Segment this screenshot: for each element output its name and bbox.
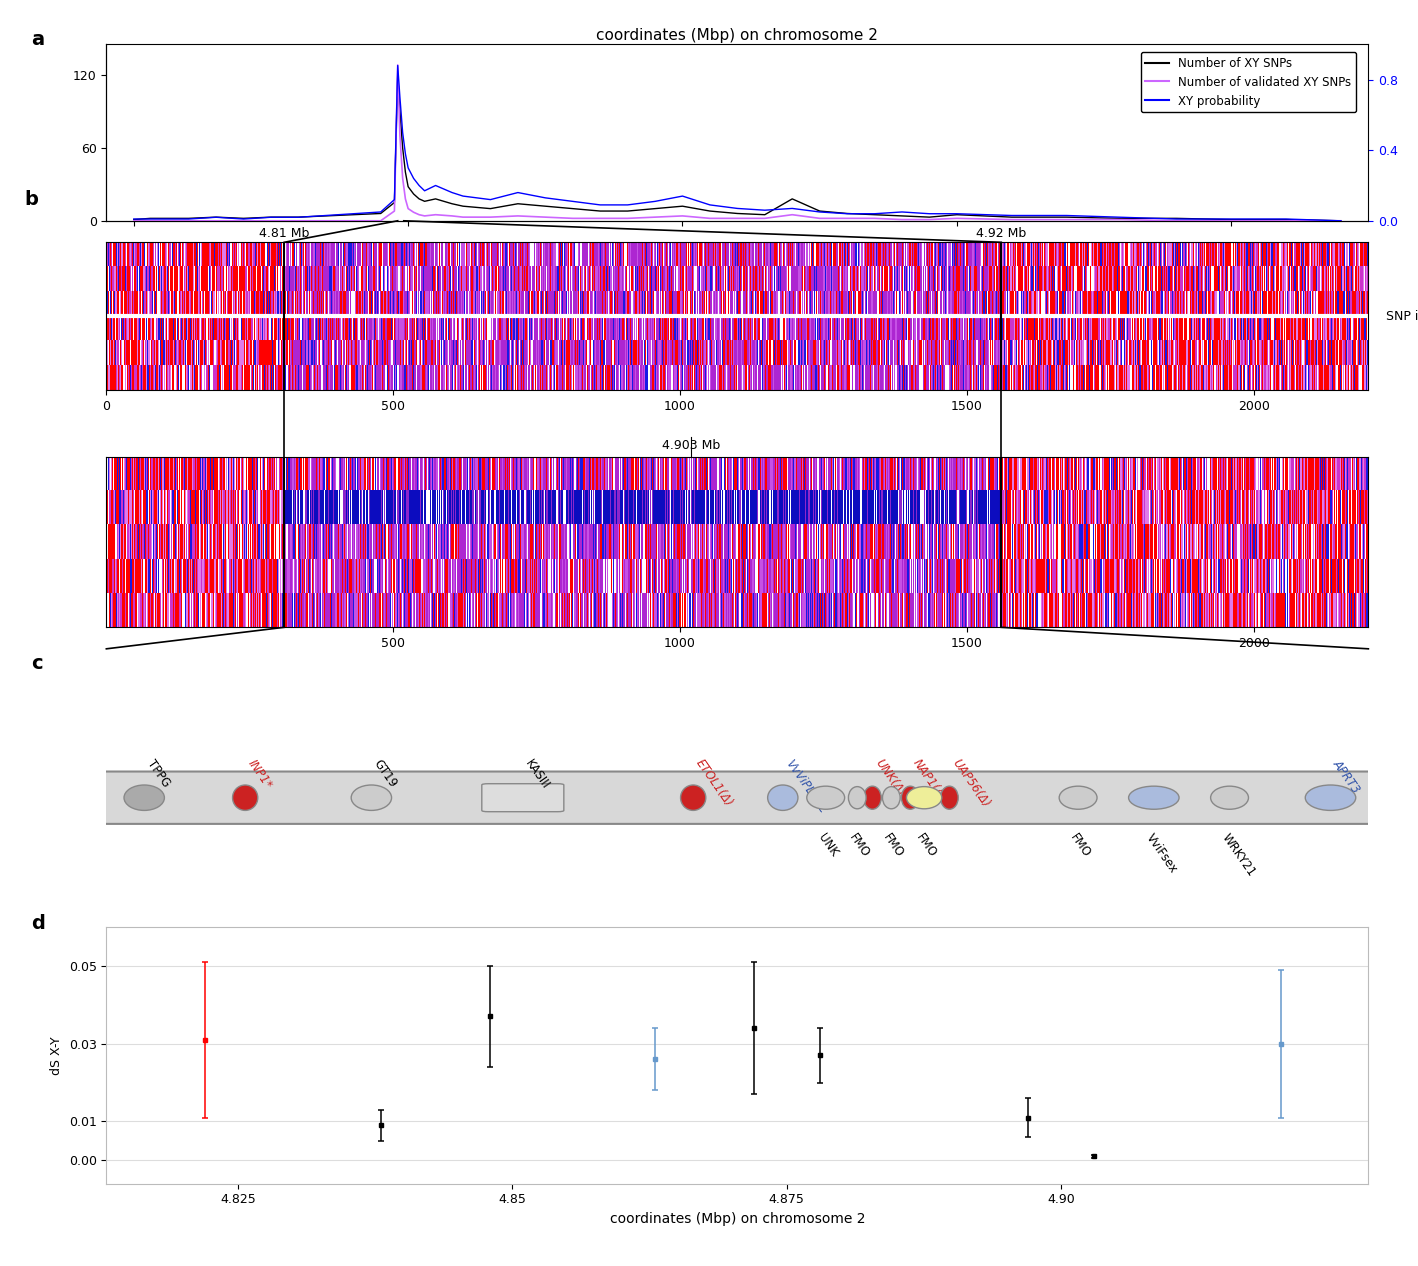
Ellipse shape [902, 786, 919, 809]
Text: VviFsex: VviFsex [1143, 830, 1180, 876]
Ellipse shape [848, 786, 866, 809]
Text: 4.92 Mb: 4.92 Mb [976, 227, 1027, 239]
Text: 4.81 Mb: 4.81 Mb [259, 227, 309, 239]
Text: WRKY21: WRKY21 [1219, 830, 1258, 879]
Text: VvViPLATZ: VvViPLATZ [783, 757, 830, 815]
Ellipse shape [767, 785, 798, 810]
Text: SNP index: SNP index [1385, 310, 1418, 323]
Text: FMO: FMO [913, 830, 939, 860]
Text: FMO: FMO [1068, 830, 1093, 860]
X-axis label: coordinates (Mbp) on chromosome 2: coordinates (Mbp) on chromosome 2 [610, 1212, 865, 1225]
Ellipse shape [1059, 786, 1098, 809]
Text: TPPG: TPPG [145, 757, 172, 789]
Text: NAP1(Δ): NAP1(Δ) [910, 757, 949, 804]
Ellipse shape [906, 786, 942, 809]
Ellipse shape [1211, 786, 1248, 809]
Text: 4.903 Mb: 4.903 Mb [662, 438, 720, 452]
Title: coordinates (Mbp) on chromosome 2: coordinates (Mbp) on chromosome 2 [597, 28, 878, 43]
Text: FMO: FMO [881, 830, 906, 860]
Text: UNK: UNK [815, 830, 839, 858]
Text: c: c [31, 655, 43, 674]
Text: KASIII: KASIII [523, 757, 553, 791]
Ellipse shape [233, 785, 258, 810]
Text: APRT3: APRT3 [1330, 757, 1363, 795]
Ellipse shape [940, 786, 959, 809]
Text: b: b [24, 190, 38, 209]
Ellipse shape [1305, 785, 1356, 810]
Ellipse shape [882, 786, 900, 809]
Y-axis label: dS X-Y: dS X-Y [50, 1036, 62, 1075]
Text: FMO: FMO [847, 830, 872, 860]
Ellipse shape [1129, 786, 1180, 809]
Ellipse shape [352, 785, 391, 810]
Text: a: a [31, 30, 44, 49]
Text: GT19: GT19 [372, 757, 400, 790]
Ellipse shape [864, 786, 881, 809]
Text: UNK(Δ): UNK(Δ) [872, 757, 908, 799]
Text: INP1*: INP1* [245, 757, 275, 791]
FancyBboxPatch shape [91, 771, 1384, 824]
Ellipse shape [123, 785, 164, 810]
Text: d: d [31, 914, 44, 933]
Legend: Number of XY SNPs, Number of validated XY SNPs, XY probability: Number of XY SNPs, Number of validated X… [1140, 52, 1356, 113]
Text: UAP56(Δ): UAP56(Δ) [950, 757, 993, 810]
Text: ETOL1(Δ): ETOL1(Δ) [693, 757, 736, 809]
FancyBboxPatch shape [482, 784, 564, 812]
Ellipse shape [681, 785, 706, 810]
Ellipse shape [807, 786, 845, 809]
